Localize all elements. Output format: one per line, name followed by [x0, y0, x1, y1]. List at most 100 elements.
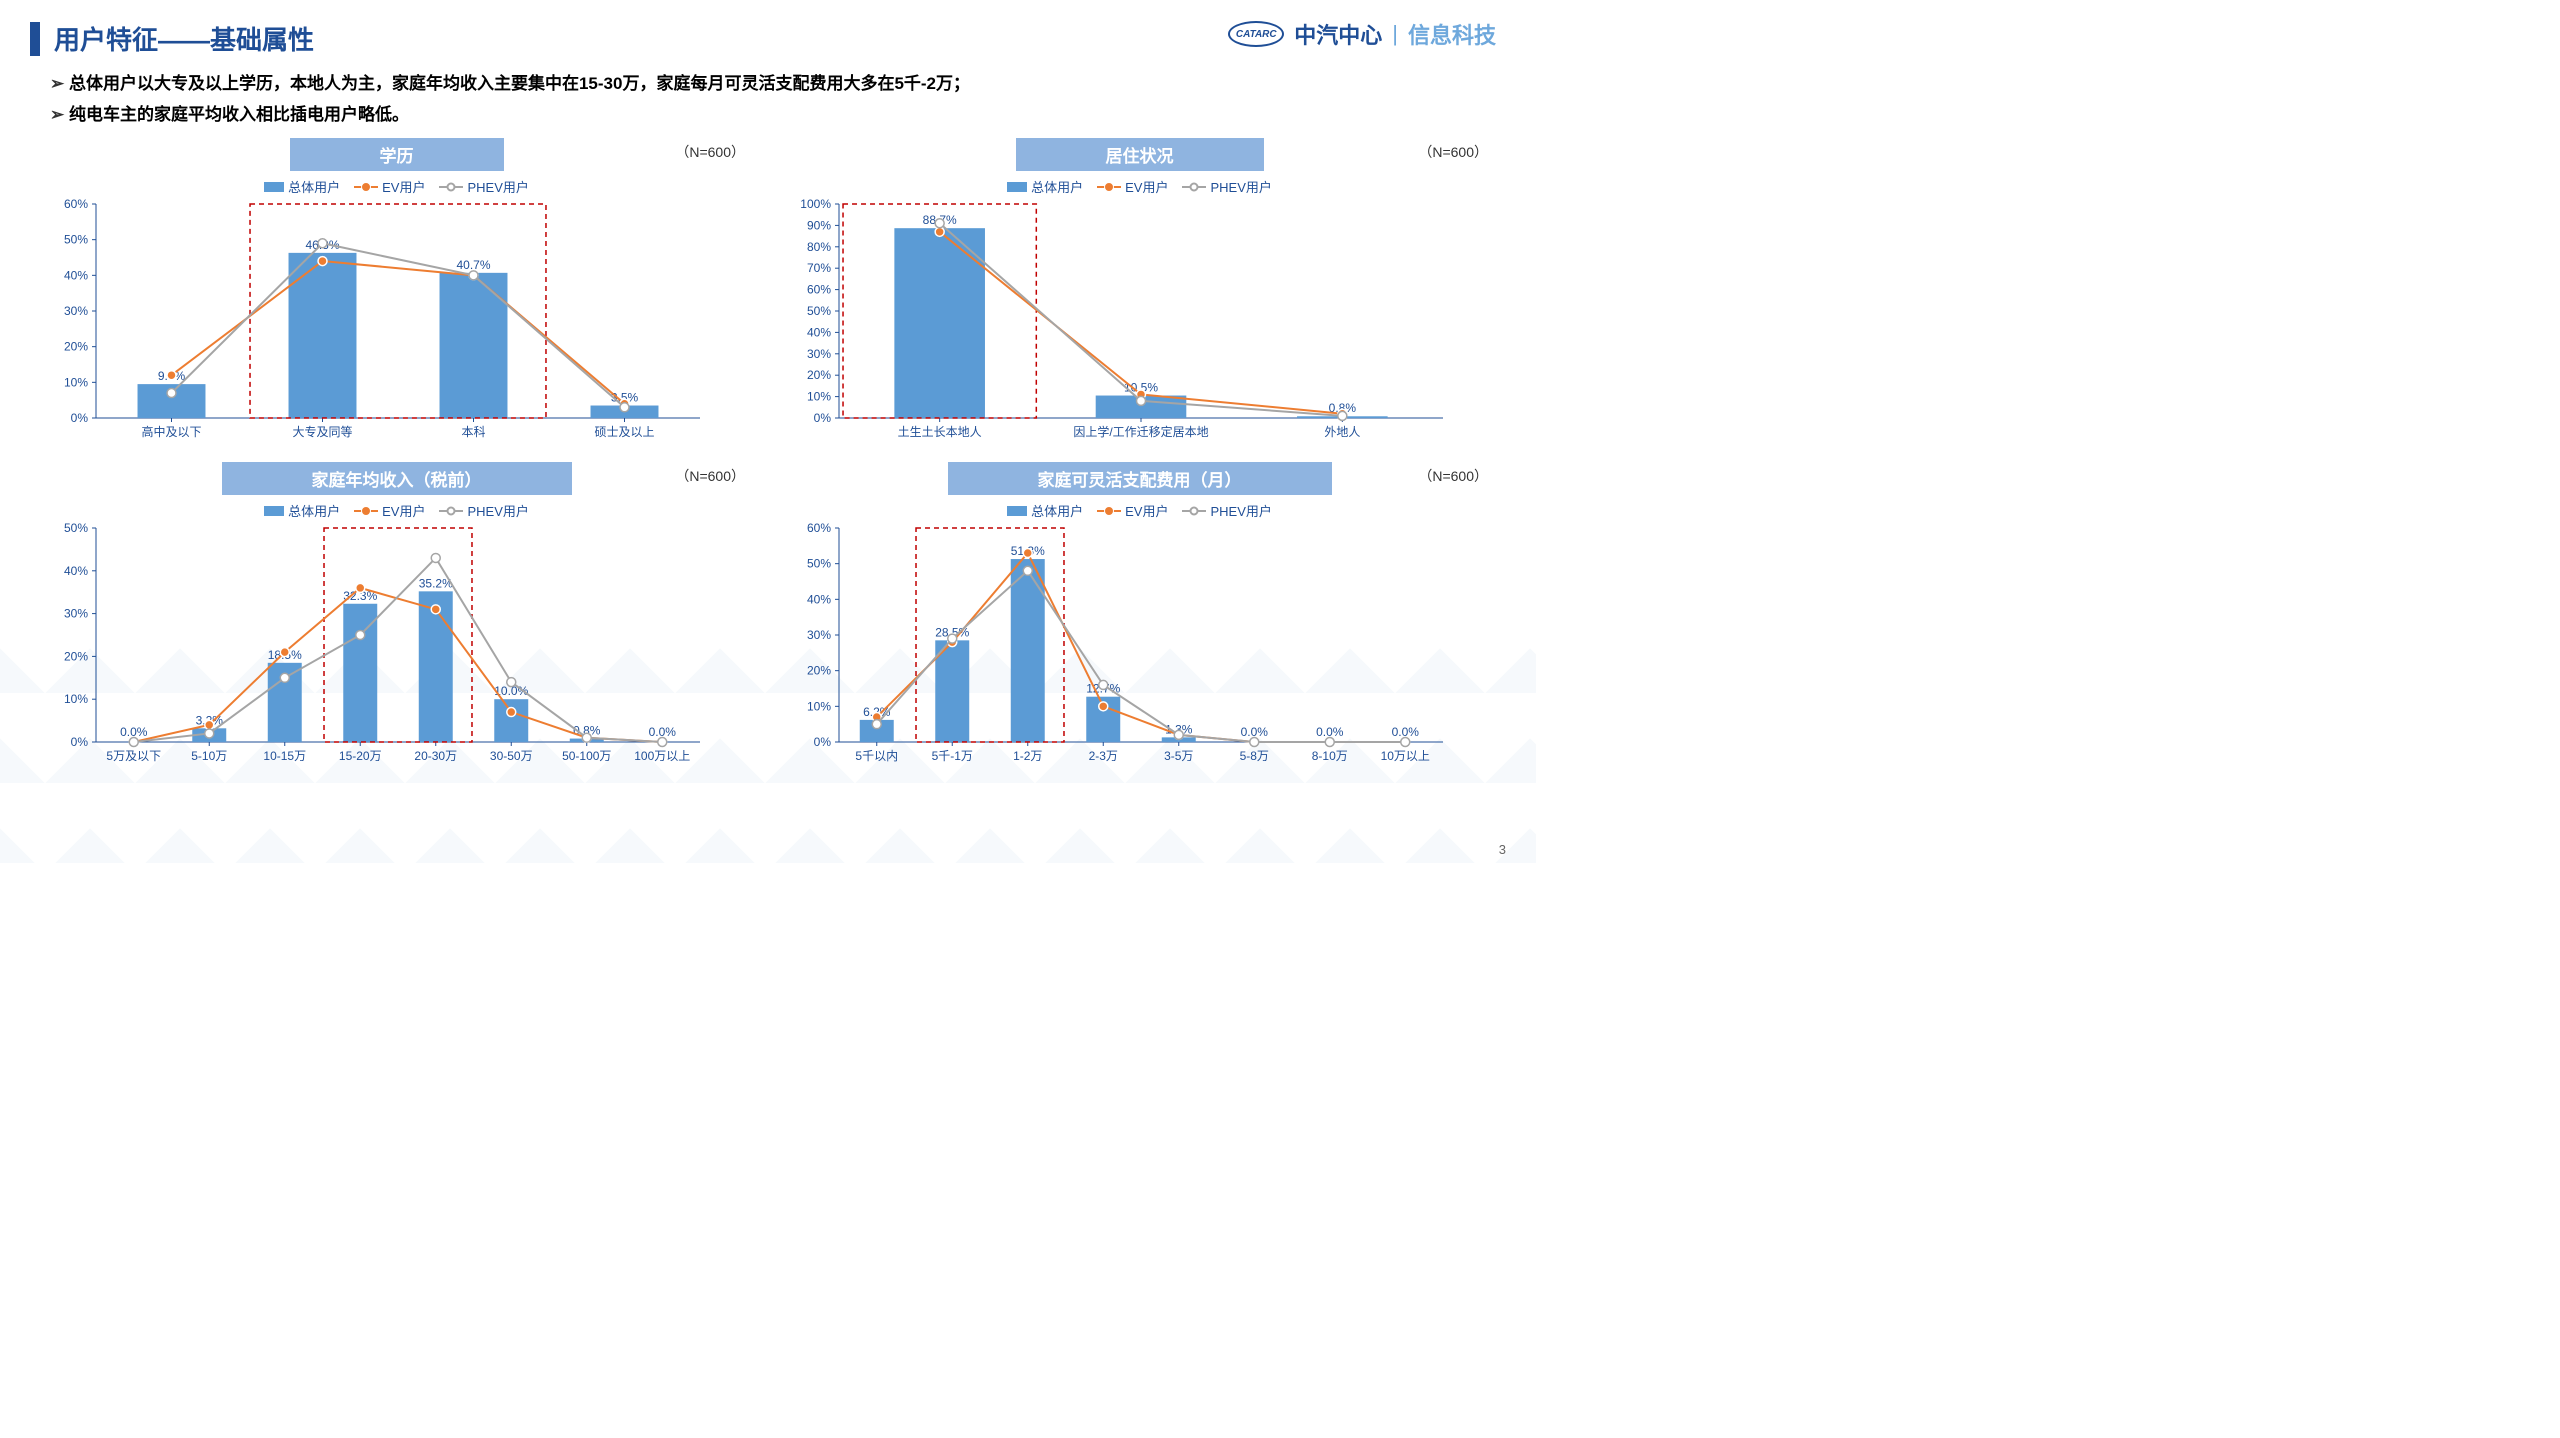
bar: [343, 604, 377, 742]
legend-phev: PHEV用户: [1182, 501, 1271, 520]
svg-text:80%: 80%: [807, 240, 831, 254]
svg-text:100%: 100%: [800, 198, 831, 211]
marker: [1023, 566, 1032, 575]
legend-bar: 总体用户: [1007, 177, 1083, 196]
marker: [507, 708, 516, 717]
marker: [356, 631, 365, 640]
svg-text:土生土长本地人: 土生土长本地人: [898, 425, 982, 439]
svg-text:40%: 40%: [807, 593, 831, 607]
svg-text:5万及以下: 5万及以下: [106, 749, 161, 763]
svg-text:0%: 0%: [814, 411, 832, 425]
marker: [280, 673, 289, 682]
marker: [1325, 738, 1334, 747]
bullet-list: 总体用户以大专及以上学历，本地人为主，家庭年均收入主要集中在15-30万，家庭每…: [50, 69, 1506, 130]
legend-ev: EV用户: [354, 501, 425, 520]
svg-text:50-100万: 50-100万: [562, 749, 611, 763]
svg-text:20%: 20%: [64, 340, 88, 354]
svg-text:90%: 90%: [807, 219, 831, 233]
svg-text:30%: 30%: [64, 304, 88, 318]
bullet-2: 纯电车主的家庭平均收入相比插电用户略低。: [50, 100, 1506, 131]
svg-text:0%: 0%: [71, 735, 89, 749]
chart-title-wrap: 居住状况 （N=600）: [783, 138, 1496, 171]
chart-disposable-svg: 0%10%20%30%40%50%60%6.2%5千以内28.5%5千-1万51…: [783, 522, 1453, 782]
svg-text:硕士及以上: 硕士及以上: [594, 425, 654, 439]
marker: [205, 729, 214, 738]
legend: 总体用户 EV用户 PHEV用户: [783, 177, 1496, 196]
marker: [1174, 731, 1183, 740]
chart-panel-disposable: 家庭可灵活支配费用（月） （N=600） 总体用户 EV用户 PHEV用户 0%…: [783, 462, 1496, 782]
logo-separator: |: [1392, 21, 1398, 47]
chart-education-svg: 0%10%20%30%40%50%60%9.5%高中及以下46.3%大专及同等4…: [40, 198, 710, 458]
svg-text:5-10万: 5-10万: [191, 749, 227, 763]
svg-text:40.7%: 40.7%: [456, 258, 490, 272]
svg-text:5千以内: 5千以内: [855, 749, 898, 763]
chart-area: 0%10%20%30%40%50%0.0%5万及以下3.2%5-10万18.5%…: [40, 522, 753, 782]
svg-text:60%: 60%: [807, 522, 831, 535]
svg-text:50%: 50%: [807, 304, 831, 318]
svg-text:高中及以下: 高中及以下: [141, 424, 201, 439]
marker: [431, 605, 440, 614]
svg-text:2-3万: 2-3万: [1089, 749, 1118, 763]
marker: [872, 720, 881, 729]
sample-size: （N=600）: [1418, 466, 1488, 486]
svg-text:5千-1万: 5千-1万: [932, 749, 973, 763]
chart-title-wrap: 家庭年均收入（税前） （N=600）: [40, 462, 753, 495]
chart-title: 学历: [290, 138, 504, 171]
svg-text:70%: 70%: [807, 261, 831, 275]
marker: [620, 403, 629, 412]
legend-ev: EV用户: [1097, 177, 1168, 196]
svg-text:20%: 20%: [807, 664, 831, 678]
legend: 总体用户 EV用户 PHEV用户: [40, 501, 753, 520]
svg-text:20-30万: 20-30万: [414, 749, 457, 763]
svg-text:外地人: 外地人: [1324, 425, 1360, 439]
svg-text:5-8万: 5-8万: [1240, 749, 1269, 763]
marker: [1023, 549, 1032, 558]
svg-text:50%: 50%: [64, 522, 88, 535]
legend-phev: PHEV用户: [439, 177, 528, 196]
marker: [1099, 702, 1108, 711]
svg-text:1-2万: 1-2万: [1013, 749, 1042, 763]
chart-title: 家庭年均收入（税前）: [222, 462, 572, 495]
marker: [1099, 681, 1108, 690]
svg-text:本科: 本科: [461, 425, 485, 439]
svg-text:50%: 50%: [807, 557, 831, 571]
bar: [1011, 559, 1045, 742]
legend: 总体用户 EV用户 PHEV用户: [40, 177, 753, 196]
legend-ev: EV用户: [1097, 501, 1168, 520]
marker: [1250, 738, 1259, 747]
svg-text:因上学/工作迁移定居本地: 因上学/工作迁移定居本地: [1073, 424, 1208, 439]
svg-text:10%: 10%: [807, 390, 831, 404]
svg-text:30%: 30%: [807, 628, 831, 642]
page-title: 用户特征——基础属性: [54, 20, 314, 57]
svg-text:50%: 50%: [64, 233, 88, 247]
marker: [356, 584, 365, 593]
legend: 总体用户 EV用户 PHEV用户: [783, 501, 1496, 520]
sample-size: （N=600）: [675, 466, 745, 486]
logo-subtitle: 信息科技: [1408, 18, 1496, 50]
marker: [1137, 397, 1146, 406]
legend-bar: 总体用户: [1007, 501, 1083, 520]
charts-grid: 学历 （N=600） 总体用户 EV用户 PHEV用户 0% 10% 20% 30% 4…: [30, 138, 1506, 782]
chart-title: 居住状况: [1016, 138, 1264, 171]
logo-name: 中汽中心: [1294, 18, 1382, 50]
marker: [167, 371, 176, 380]
svg-text:40%: 40%: [807, 326, 831, 340]
bar: [289, 253, 357, 418]
marker: [1401, 738, 1410, 747]
svg-text:30%: 30%: [64, 607, 88, 621]
sample-size: （N=600）: [1418, 142, 1488, 162]
chart-residence-svg: 0%10%20%30%40%50%60%70%80%90%100%88.7%土生…: [783, 198, 1453, 458]
bar: [935, 641, 969, 743]
svg-text:10%: 10%: [807, 700, 831, 714]
chart-title-wrap: 家庭可灵活支配费用（月） （N=600）: [783, 462, 1496, 495]
page-number: 3: [1499, 842, 1506, 857]
chart-panel-residence: 居住状况 （N=600） 总体用户 EV用户 PHEV用户 0%10%20%30…: [783, 138, 1496, 458]
svg-text:60%: 60%: [64, 198, 88, 211]
svg-text:30%: 30%: [807, 347, 831, 361]
slide: 用户特征——基础属性 CATARC 中汽中心 | 信息科技 总体用户以大专及以上…: [0, 0, 1536, 863]
line-series: [172, 261, 625, 404]
logo-area: CATARC 中汽中心 | 信息科技: [1228, 18, 1496, 50]
legend-ev: EV用户: [354, 177, 425, 196]
chart-area: 0%10%20%30%40%50%60%70%80%90%100%88.7%土生…: [783, 198, 1496, 458]
svg-text:40%: 40%: [64, 269, 88, 283]
